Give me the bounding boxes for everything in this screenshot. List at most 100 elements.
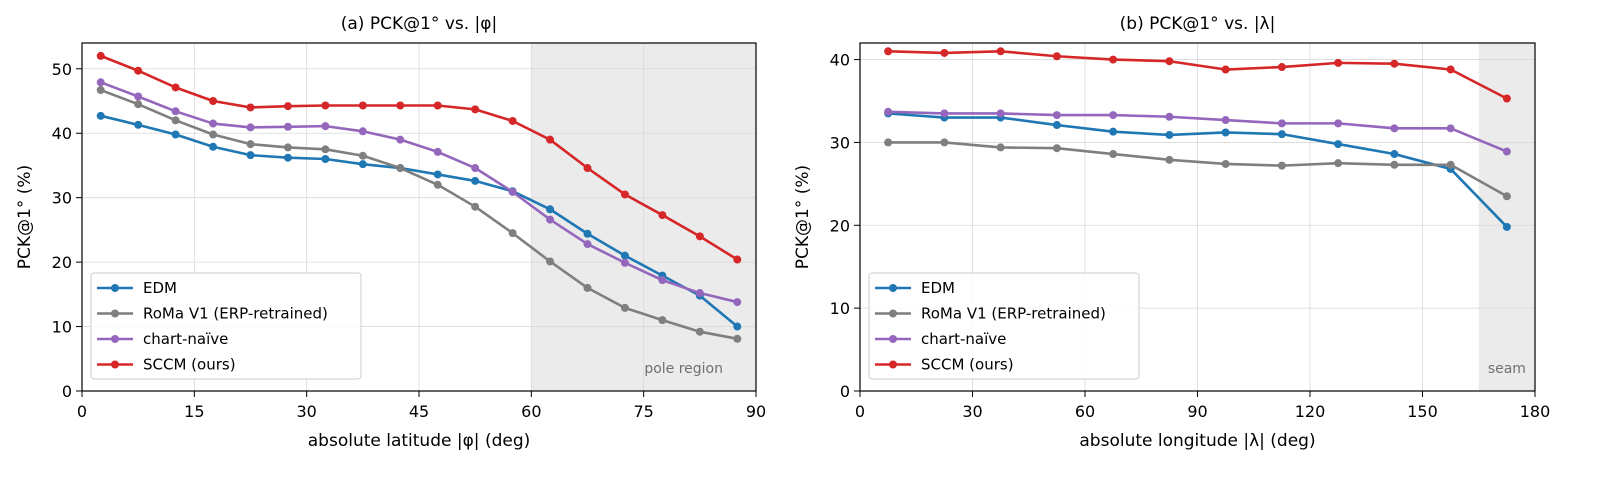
- data-point: [471, 105, 480, 114]
- data-point: [396, 135, 405, 144]
- data-point: [1390, 160, 1399, 169]
- data-point: [1109, 127, 1118, 136]
- legend-swatch-marker: [111, 309, 119, 318]
- data-point: [321, 101, 330, 110]
- y-tick-label: 20: [52, 253, 72, 272]
- data-point: [695, 289, 704, 298]
- data-point: [733, 322, 742, 331]
- data-point: [658, 211, 667, 220]
- data-point: [508, 116, 517, 125]
- legend-label: chart-naïve: [921, 330, 1006, 348]
- data-point: [1446, 65, 1455, 74]
- data-point: [1109, 150, 1118, 159]
- data-point: [1052, 144, 1061, 153]
- data-point: [283, 102, 292, 111]
- legend-swatch-marker: [889, 360, 897, 369]
- region-label: seam: [1488, 361, 1526, 377]
- x-tick-label: 60: [1075, 402, 1095, 421]
- data-point: [283, 122, 292, 131]
- x-tick-label: 15: [184, 402, 204, 421]
- data-point: [1502, 94, 1511, 103]
- series-line-2: [888, 110, 1508, 153]
- data-point: [620, 258, 629, 267]
- data-point: [546, 215, 555, 224]
- data-point: [209, 119, 218, 128]
- chart-panel-b: seam 0 30 60 90 120 150 180 0 10 20 30 40 (b) PCK@1° …: [793, 14, 1550, 451]
- data-point: [321, 122, 330, 131]
- data-point: [171, 116, 180, 125]
- data-point: [433, 147, 442, 156]
- data-point: [940, 138, 949, 147]
- data-point: [358, 160, 367, 169]
- data-point: [471, 164, 480, 173]
- y-tick-label: 40: [830, 51, 850, 70]
- data-point: [658, 276, 667, 285]
- data-point: [1221, 159, 1230, 168]
- data-point: [583, 164, 592, 173]
- data-point: [733, 298, 742, 307]
- data-point: [171, 130, 180, 139]
- data-point: [1390, 59, 1399, 68]
- legend-label: RoMa V1 (ERP-retrained): [143, 305, 328, 323]
- data-point: [1502, 222, 1511, 231]
- data-point: [358, 127, 367, 136]
- data-point: [209, 142, 218, 151]
- data-point: [1165, 112, 1174, 121]
- series-line-3: [888, 49, 1508, 100]
- data-point: [433, 170, 442, 179]
- data-point: [283, 153, 292, 162]
- legend: EDM RoMa V1 (ERP-retrained) chart-naïve SCC…: [868, 272, 1140, 380]
- data-point: [171, 83, 180, 92]
- data-point: [583, 240, 592, 249]
- data-point: [321, 155, 330, 163]
- data-point: [1052, 52, 1061, 61]
- x-axis-label: absolute latitude |φ| (deg): [308, 431, 531, 451]
- data-point: [1334, 58, 1343, 67]
- y-tick-label: 30: [52, 189, 72, 208]
- data-point: [283, 143, 292, 152]
- legend: EDM RoMa V1 (ERP-retrained) chart-naïve SCC…: [90, 272, 362, 380]
- x-tick-label: 90: [746, 402, 766, 421]
- legend-swatch-marker: [889, 284, 897, 292]
- series-line-1: [888, 141, 1508, 198]
- data-point: [733, 334, 742, 343]
- x-tick-label: 0: [77, 402, 87, 421]
- data-point: [583, 229, 592, 238]
- legend-label: RoMa V1 (ERP-retrained): [921, 305, 1106, 323]
- legend-label: EDM: [921, 279, 955, 297]
- x-tick-label: 30: [962, 402, 982, 421]
- data-point: [134, 120, 143, 129]
- data-point: [1165, 130, 1174, 139]
- data-point: [246, 103, 255, 112]
- data-point: [620, 190, 629, 199]
- series-line-0: [888, 112, 1508, 228]
- data-point: [1165, 155, 1174, 164]
- data-point: [96, 111, 105, 120]
- data-point: [1390, 150, 1399, 159]
- data-point: [396, 101, 405, 110]
- data-point: [1052, 111, 1061, 120]
- data-point: [134, 66, 143, 75]
- data-point: [1221, 116, 1230, 125]
- y-tick-label: 40: [52, 124, 72, 143]
- data-point: [1165, 57, 1174, 66]
- data-point: [1502, 147, 1511, 156]
- y-tick-label: 50: [52, 60, 72, 79]
- series-line-2: [100, 81, 738, 304]
- data-point: [583, 283, 592, 292]
- data-point: [1109, 111, 1118, 120]
- x-tick-label: 0: [855, 402, 865, 421]
- data-point: [620, 303, 629, 312]
- data-point: [433, 101, 442, 110]
- data-point: [358, 101, 367, 110]
- data-point: [433, 180, 442, 189]
- data-point: [1502, 192, 1511, 201]
- data-point: [1390, 124, 1399, 133]
- y-tick-label: 0: [62, 382, 72, 401]
- data-point: [209, 130, 218, 139]
- data-point: [1221, 65, 1230, 74]
- data-point: [1334, 159, 1343, 168]
- legend-label: chart-naïve: [143, 330, 228, 348]
- y-axis-label: PCK@1° (%): [793, 165, 813, 269]
